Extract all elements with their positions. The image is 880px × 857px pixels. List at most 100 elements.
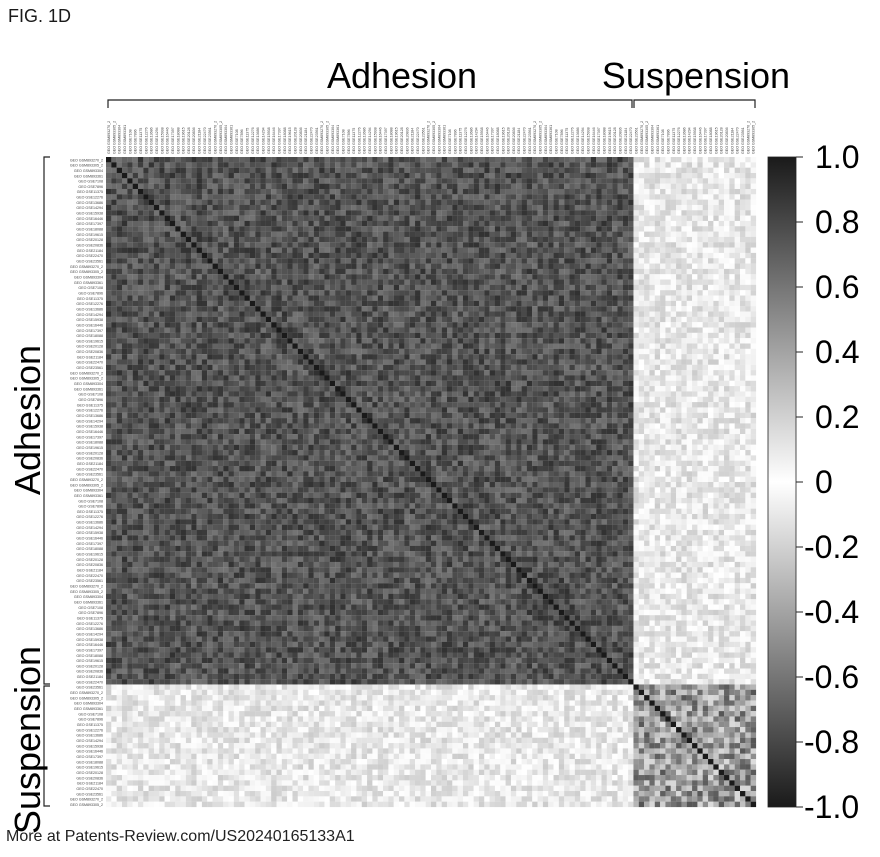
heatmap-cell xyxy=(287,237,292,242)
heatmap-cell xyxy=(287,210,292,215)
heatmap-cell xyxy=(117,210,122,215)
heatmap-cell xyxy=(596,162,601,167)
heatmap-cell xyxy=(127,162,132,167)
heatmap-cell xyxy=(543,264,548,269)
heatmap-cell xyxy=(500,194,505,199)
column-tick-label: GEO GSM893305_2 xyxy=(325,121,329,154)
heatmap-cell xyxy=(431,264,436,269)
heatmap-cell xyxy=(751,253,756,258)
heatmap-cell xyxy=(106,274,111,279)
heatmap-cell xyxy=(415,184,420,189)
heatmap-cell xyxy=(314,221,319,226)
heatmap-cell xyxy=(298,162,303,167)
heatmap-cell xyxy=(724,248,729,253)
heatmap-cell xyxy=(271,290,276,295)
heatmap-cell xyxy=(506,221,511,226)
heatmap-cell xyxy=(601,248,606,253)
heatmap-cell xyxy=(548,333,553,338)
heatmap-cell xyxy=(527,354,532,359)
heatmap-cell xyxy=(378,322,383,327)
heatmap-cell xyxy=(426,317,431,322)
heatmap-cell xyxy=(751,221,756,226)
heatmap-cell xyxy=(165,173,170,178)
heatmap-cell xyxy=(628,189,633,194)
row-tick-label: GEO GSE20836 xyxy=(76,776,103,780)
heatmap-cell xyxy=(564,312,569,317)
heatmap-cell xyxy=(324,210,329,215)
heatmap-cell xyxy=(122,338,127,343)
heatmap-cell xyxy=(276,296,281,301)
heatmap-cell xyxy=(143,274,148,279)
heatmap-cell xyxy=(745,221,750,226)
heatmap-cell xyxy=(735,242,740,247)
heatmap-cell xyxy=(554,312,559,317)
heatmap-cell xyxy=(697,280,702,285)
heatmap-cell xyxy=(111,359,116,364)
heatmap-cell xyxy=(522,232,527,237)
heatmap-cell xyxy=(596,184,601,189)
heatmap-cell xyxy=(554,327,559,332)
heatmap-cell xyxy=(138,248,143,253)
heatmap-cell xyxy=(564,178,569,183)
heatmap-cell xyxy=(255,210,260,215)
heatmap-cell xyxy=(335,253,340,258)
heatmap-cell xyxy=(175,237,180,242)
heatmap-cell xyxy=(522,216,527,221)
heatmap-cell xyxy=(154,253,159,258)
heatmap-cell xyxy=(511,253,516,258)
heatmap-cell xyxy=(735,338,740,343)
heatmap-cell xyxy=(356,226,361,231)
heatmap-cell xyxy=(522,264,527,269)
heatmap-cell xyxy=(527,322,532,327)
heatmap-cell xyxy=(490,290,495,295)
heatmap-cell xyxy=(692,296,697,301)
heatmap-cell xyxy=(111,258,116,263)
heatmap-cell xyxy=(692,205,697,210)
heatmap-cell xyxy=(276,274,281,279)
heatmap-cell xyxy=(436,205,441,210)
heatmap-cell xyxy=(745,338,750,343)
heatmap-cell xyxy=(623,317,628,322)
heatmap-cell xyxy=(522,184,527,189)
heatmap-cell xyxy=(356,200,361,205)
heatmap-cell xyxy=(426,248,431,253)
heatmap-cell xyxy=(580,221,585,226)
heatmap-cell xyxy=(543,216,548,221)
heatmap-cell xyxy=(516,296,521,301)
heatmap-cell xyxy=(436,200,441,205)
heatmap-cell xyxy=(713,210,718,215)
heatmap-cell xyxy=(703,258,708,263)
heatmap-cell xyxy=(133,162,138,167)
heatmap-cell xyxy=(719,301,724,306)
heatmap-cell xyxy=(415,280,420,285)
heatmap-cell xyxy=(218,354,223,359)
heatmap-cell xyxy=(522,354,527,359)
heatmap-cell xyxy=(106,312,111,317)
heatmap-cell xyxy=(665,237,670,242)
heatmap-cell xyxy=(601,221,606,226)
column-tick-label: GEO GSE7896 xyxy=(666,129,670,154)
heatmap-cell xyxy=(554,343,559,348)
heatmap-cell xyxy=(388,359,393,364)
heatmap-cell xyxy=(639,285,644,290)
heatmap-cell xyxy=(538,168,543,173)
heatmap-cell xyxy=(495,359,500,364)
heatmap-cell xyxy=(207,162,212,167)
heatmap-cell xyxy=(426,194,431,199)
heatmap-cell xyxy=(282,274,287,279)
heatmap-cell xyxy=(149,306,154,311)
heatmap-cell xyxy=(319,168,324,173)
heatmap-cell xyxy=(511,232,516,237)
heatmap-cell xyxy=(617,306,622,311)
heatmap-cell xyxy=(655,242,660,247)
heatmap-cell xyxy=(612,333,617,338)
heatmap-cell xyxy=(623,333,628,338)
heatmap-cell xyxy=(282,194,287,199)
heatmap-cell xyxy=(127,343,132,348)
heatmap-cell xyxy=(330,301,335,306)
heatmap-cell xyxy=(724,189,729,194)
heatmap-cell xyxy=(697,269,702,274)
heatmap-cell xyxy=(713,248,718,253)
row-tick-label: GEO GSE13686 xyxy=(76,307,103,311)
heatmap-cell xyxy=(287,232,292,237)
